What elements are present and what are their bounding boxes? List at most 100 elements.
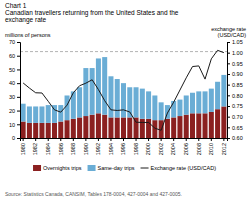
x-tick: 1998 — [133, 138, 139, 155]
bar — [46, 123, 51, 138]
x-tick: 2000 — [145, 138, 151, 155]
y-tick-mark — [17, 56, 20, 57]
bar — [46, 105, 51, 123]
bar — [27, 106, 32, 122]
y-tick: 50 — [9, 67, 20, 73]
y2-tick-label: 0.95 — [232, 61, 243, 67]
legend-swatch — [88, 165, 96, 171]
x-tick: 1980 — [20, 138, 26, 155]
y2-tick-mark — [227, 106, 230, 107]
y2-tick-mark — [227, 117, 230, 118]
marks — [20, 50, 227, 138]
bar — [190, 113, 195, 138]
x-tick-mark — [110, 138, 111, 141]
bar — [96, 58, 101, 113]
x-tick-label: 1994 — [108, 143, 114, 155]
bar — [96, 113, 101, 138]
x-tick-mark — [223, 138, 224, 141]
legend-item: Overnights trips — [33, 165, 82, 171]
bar — [108, 117, 113, 138]
bar — [58, 105, 63, 121]
axis-line — [228, 43, 231, 139]
x-tick-mark — [98, 138, 99, 141]
plot: 1980198219841986198819901992199419961998… — [9, 39, 243, 155]
bar — [39, 106, 44, 122]
legend-label: Overnights trips — [43, 165, 82, 171]
x-tick: 2008 — [196, 138, 202, 155]
bar — [83, 116, 88, 138]
x-axis: 1980198219841986198819901992199419961998… — [20, 138, 228, 155]
y2-tick-mark — [227, 138, 230, 139]
source: Source: Statistics Canada, CANSIM, Table… — [5, 191, 182, 197]
bar — [209, 89, 214, 112]
x-tick: 2002 — [158, 138, 164, 155]
x-tick: 1982 — [32, 138, 38, 155]
y2-tick: 1.00 — [227, 50, 243, 56]
y2-tick-mark — [227, 127, 230, 128]
y2-tick: 0.75 — [227, 103, 243, 109]
x-tick-label: 2008 — [196, 143, 202, 155]
x-tick-mark — [198, 138, 199, 141]
x-tick-mark — [60, 138, 61, 141]
bar — [115, 79, 120, 117]
x-tick-label: 1998 — [133, 143, 139, 155]
y-tick: 10 — [9, 122, 20, 128]
y-tick-label: 60 — [9, 53, 15, 59]
y-tick-label: 40 — [9, 80, 15, 86]
y-tick-mark — [17, 42, 20, 43]
bar — [184, 115, 189, 138]
x-tick-mark — [35, 138, 36, 141]
bar — [190, 93, 195, 114]
bar — [33, 123, 38, 138]
x-tick-mark — [211, 138, 212, 141]
y-tick-label: 50 — [9, 67, 15, 73]
bar — [90, 68, 95, 115]
reference-line — [20, 51, 227, 52]
bar — [165, 119, 170, 138]
bar — [215, 109, 220, 138]
x-tick-mark — [161, 138, 162, 141]
title: Chart 1 — [5, 2, 27, 9]
y-tick-label: 70 — [9, 39, 15, 45]
bar — [90, 115, 95, 138]
x-tick-label: 1992 — [95, 143, 101, 155]
y-tick: 20 — [9, 108, 20, 114]
y-tick: 40 — [9, 80, 20, 86]
y2-tick-mark — [227, 42, 230, 43]
axis-line — [21, 139, 228, 142]
axis-line — [17, 43, 21, 139]
y-tick-mark — [17, 111, 20, 112]
y2-tick: 1.05 — [227, 39, 243, 45]
legend-item: Same-day trips — [88, 165, 135, 171]
y-tick: 30 — [9, 94, 20, 100]
bar — [177, 116, 182, 138]
y2-axis: 0.600.650.700.750.800.850.900.951.001.05 — [227, 39, 243, 141]
x-tick: 2012 — [221, 138, 227, 155]
bar — [21, 104, 26, 122]
bar — [140, 119, 145, 138]
bar — [171, 117, 176, 138]
bar — [127, 117, 132, 138]
bar — [71, 119, 76, 138]
x-tick-mark — [123, 138, 124, 141]
legend-item: Exchange rate (USD/CAD) — [141, 165, 217, 171]
y-tick-label: 10 — [9, 122, 15, 128]
x-tick-label: 2012 — [221, 143, 227, 155]
y-tick: 60 — [9, 53, 20, 59]
line — [23, 50, 224, 130]
y2-tick: 0.60 — [227, 135, 243, 141]
x-tick: 2004 — [170, 138, 176, 155]
y2-axis-title: exchange rate — [211, 26, 246, 32]
y-tick: 70 — [9, 39, 20, 45]
x-tick: 1990 — [83, 138, 89, 155]
y2-tick-label: 0.90 — [232, 71, 243, 77]
x-tick-label: 1988 — [70, 143, 76, 155]
legend-swatch — [141, 168, 149, 169]
y2-tick: 0.70 — [227, 114, 243, 120]
x-tick: 2006 — [183, 138, 189, 155]
bar — [146, 119, 151, 138]
x-tick: 1986 — [58, 138, 64, 155]
y2-tick: 0.95 — [227, 61, 243, 67]
legend-label: Exchange rate (USD/CAD) — [151, 165, 217, 171]
bar — [171, 101, 176, 117]
